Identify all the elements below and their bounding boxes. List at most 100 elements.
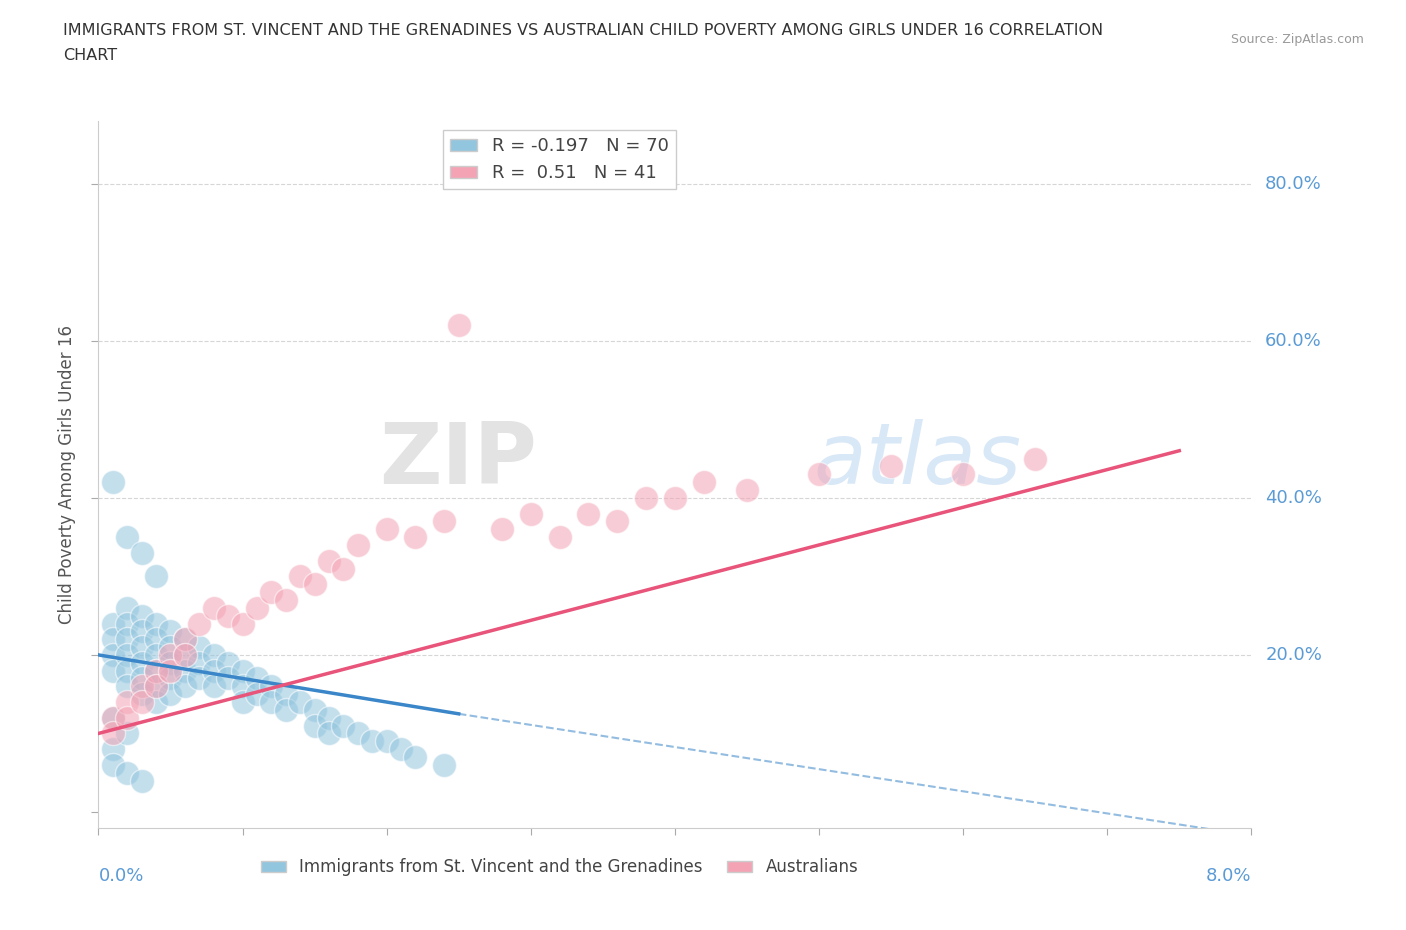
Point [274,702,297,717]
Point [131,671,153,686]
Point [808,467,831,482]
Point [202,601,225,616]
Text: atlas: atlas [813,418,1021,501]
Point [375,734,398,749]
Legend: Immigrants from St. Vincent and the Grenadines, Australians: Immigrants from St. Vincent and the Gren… [254,852,865,883]
Point [117,711,139,725]
Text: 8.0%: 8.0% [1206,867,1251,885]
Text: ZIP: ZIP [378,418,537,501]
Point [101,726,124,741]
Text: Source: ZipAtlas.com: Source: ZipAtlas.com [1230,33,1364,46]
Point [159,640,181,655]
Point [101,631,124,646]
Point [101,663,124,678]
Text: IMMIGRANTS FROM ST. VINCENT AND THE GRENADINES VS AUSTRALIAN CHILD POVERTY AMONG: IMMIGRANTS FROM ST. VINCENT AND THE GREN… [63,23,1104,38]
Point [145,631,167,646]
Point [159,671,181,686]
Point [520,506,543,521]
Point [405,530,427,545]
Point [145,663,167,678]
Point [318,553,340,568]
Point [131,545,153,560]
Point [318,711,340,725]
Point [174,663,197,678]
Point [188,656,211,671]
Point [578,506,600,521]
Point [346,726,368,741]
Point [101,742,124,757]
Point [131,624,153,639]
Point [117,601,139,616]
Point [101,711,124,725]
Text: 20.0%: 20.0% [1265,646,1322,664]
Point [290,569,312,584]
Point [117,765,139,780]
Point [202,663,225,678]
Point [145,679,167,694]
Point [260,585,283,600]
Point [274,686,297,701]
Point [246,686,269,701]
Point [735,483,758,498]
Point [361,734,384,749]
Point [117,726,139,741]
Point [174,631,197,646]
Point [117,679,139,694]
Text: 0.0%: 0.0% [98,867,143,885]
Point [145,695,167,710]
Point [332,718,354,733]
Point [304,718,326,733]
Point [117,616,139,631]
Point [117,663,139,678]
Text: 40.0%: 40.0% [1265,489,1322,507]
Point [101,757,124,772]
Point [188,671,211,686]
Point [159,647,181,662]
Point [101,711,124,725]
Point [491,522,513,537]
Point [202,679,225,694]
Point [231,695,254,710]
Point [246,671,269,686]
Point [664,490,686,505]
Point [131,686,153,701]
Point [145,663,167,678]
Point [318,726,340,741]
Point [375,522,398,537]
Point [101,616,124,631]
Point [405,750,427,764]
Point [217,656,239,671]
Text: 80.0%: 80.0% [1265,175,1322,193]
Point [131,640,153,655]
Point [159,663,181,678]
Point [145,679,167,694]
Point [131,773,153,788]
Point [389,742,412,757]
Point [101,647,124,662]
Point [174,647,197,662]
Point [332,561,354,576]
Point [159,624,181,639]
Point [246,601,269,616]
Point [1024,451,1046,466]
Point [447,318,470,333]
Point [131,608,153,623]
Point [217,671,239,686]
Point [217,608,239,623]
Point [693,474,716,489]
Point [636,490,658,505]
Point [188,640,211,655]
Point [131,656,153,671]
Y-axis label: Child Poverty Among Girls Under 16: Child Poverty Among Girls Under 16 [58,325,76,624]
Point [606,514,628,529]
Point [131,695,153,710]
Point [188,616,211,631]
Point [117,631,139,646]
Point [231,616,254,631]
Point [174,647,197,662]
Point [880,459,903,474]
Point [117,530,139,545]
Point [117,695,139,710]
Point [548,530,571,545]
Point [290,695,312,710]
